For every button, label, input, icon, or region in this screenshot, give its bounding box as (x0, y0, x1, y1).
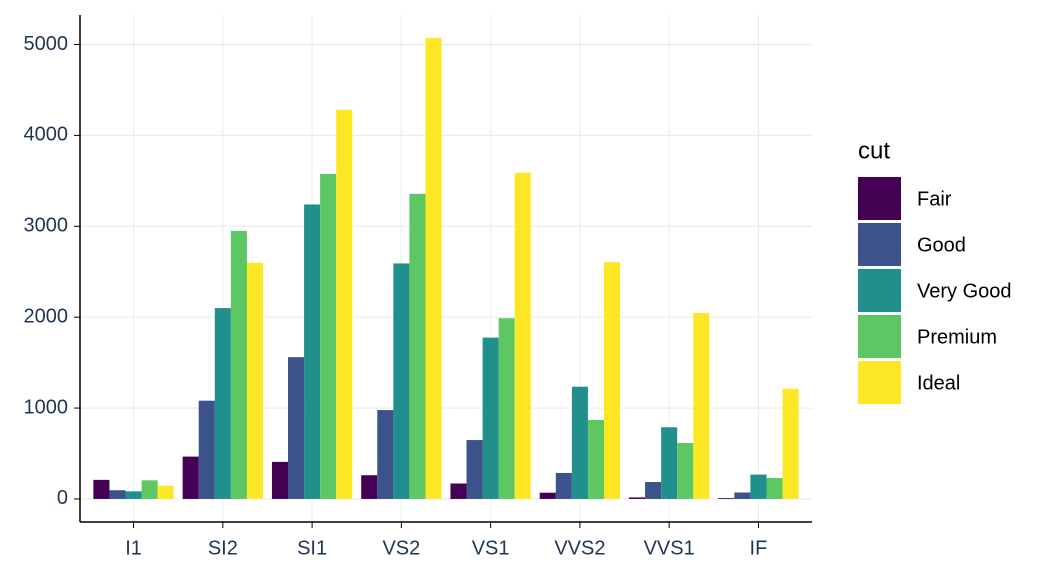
bar (198, 400, 215, 499)
bar (320, 174, 337, 499)
bar (450, 483, 467, 499)
bar (782, 388, 799, 499)
legend-label: Very Good (917, 280, 1012, 302)
bar (271, 461, 288, 499)
bar (393, 263, 410, 499)
bar (466, 440, 483, 499)
bar (539, 492, 556, 499)
legend-label: Fair (917, 188, 952, 210)
legend-swatch (858, 269, 901, 312)
bar (514, 172, 531, 499)
bar (409, 193, 426, 499)
bar (141, 480, 158, 499)
x-tick-label: I1 (125, 537, 142, 559)
bar (482, 337, 499, 499)
bar (750, 474, 767, 499)
bar (587, 419, 605, 499)
x-tick-label: SI2 (208, 537, 238, 559)
bar (93, 479, 110, 499)
x-tick-label: VS2 (382, 537, 420, 559)
bar (287, 357, 305, 499)
bar (361, 475, 378, 499)
bar (246, 262, 263, 499)
y-tick-label: 0 (57, 487, 68, 509)
bar (336, 109, 353, 499)
bar (677, 442, 694, 499)
y-tick-label: 2000 (24, 305, 69, 327)
bar (766, 478, 783, 499)
bar (157, 485, 174, 499)
bar (425, 38, 442, 499)
bar (645, 482, 662, 499)
x-tick-label: SI1 (297, 537, 327, 559)
bar (604, 262, 621, 499)
bar (734, 492, 751, 499)
bar (109, 490, 126, 499)
bar (555, 472, 572, 499)
y-tick-label: 3000 (24, 215, 69, 237)
bar (182, 456, 199, 499)
bar (629, 497, 646, 499)
bar (498, 318, 515, 499)
legend-label: Premium (917, 326, 997, 348)
y-tick-label: 5000 (24, 33, 69, 55)
bar (230, 230, 247, 499)
bar (125, 491, 142, 499)
legend-swatch (858, 361, 901, 404)
legend-swatch (858, 223, 901, 266)
x-tick-label: VS1 (472, 537, 510, 559)
bar (571, 386, 588, 499)
legend-label: Good (917, 234, 966, 256)
bar (718, 498, 735, 499)
x-tick-label: VVS1 (644, 537, 695, 559)
y-tick-label: 4000 (24, 124, 69, 146)
legend-label: Ideal (917, 372, 960, 394)
x-tick-label: VVS2 (554, 537, 605, 559)
legend-swatch (858, 177, 901, 220)
bar (214, 308, 231, 499)
bar (661, 427, 678, 499)
bar (693, 312, 710, 499)
bar (304, 204, 321, 499)
legend-swatch (858, 315, 901, 358)
bar (377, 410, 394, 499)
legend-title: cut (858, 137, 890, 164)
y-tick-label: 1000 (24, 396, 69, 418)
x-tick-label: IF (750, 537, 768, 559)
